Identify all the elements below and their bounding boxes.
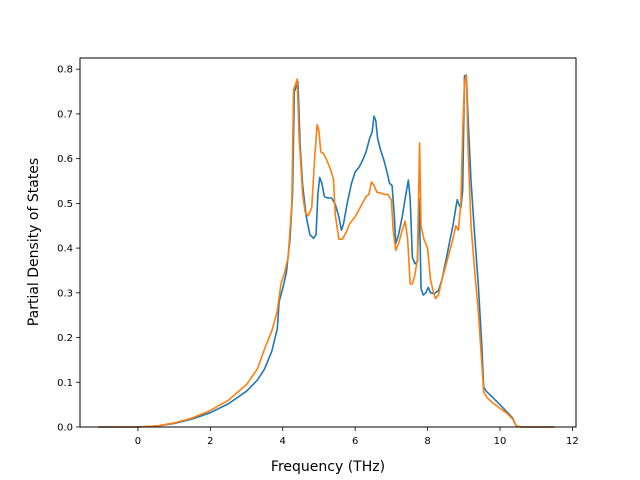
x-tick-label: 12 [566,436,579,447]
y-tick-label: 0.5 [57,199,73,210]
x-axis: 0 2 4 6 8 10 12 [135,427,579,447]
y-tick-label: 0.7 [57,109,73,120]
plot-frame [79,57,577,428]
x-axis-label: Frequency (THz) [271,459,385,475]
y-tick-label: 0.3 [57,288,73,299]
series-line-1 [98,74,555,428]
series-line-2 [98,74,555,428]
series-layer [98,74,555,428]
x-tick-label: 6 [352,436,358,447]
y-tick-label: 0.0 [57,423,73,434]
y-axis-label: Partial Density of States [26,158,42,326]
y-axis: 0.0 0.1 0.2 0.3 0.4 0.5 0.6 0.7 0.8 [57,65,80,434]
x-tick-label: 10 [494,436,507,447]
y-tick-label: 0.1 [57,378,73,389]
y-tick-label: 0.4 [57,244,73,255]
y-tick-label: 0.2 [57,333,73,344]
x-tick-label: 8 [424,436,430,447]
x-tick-label: 4 [280,436,286,447]
y-tick-label: 0.6 [57,154,73,165]
y-tick-label: 0.8 [57,65,73,76]
x-tick-label: 0 [135,436,141,447]
x-tick-label: 2 [207,436,213,447]
